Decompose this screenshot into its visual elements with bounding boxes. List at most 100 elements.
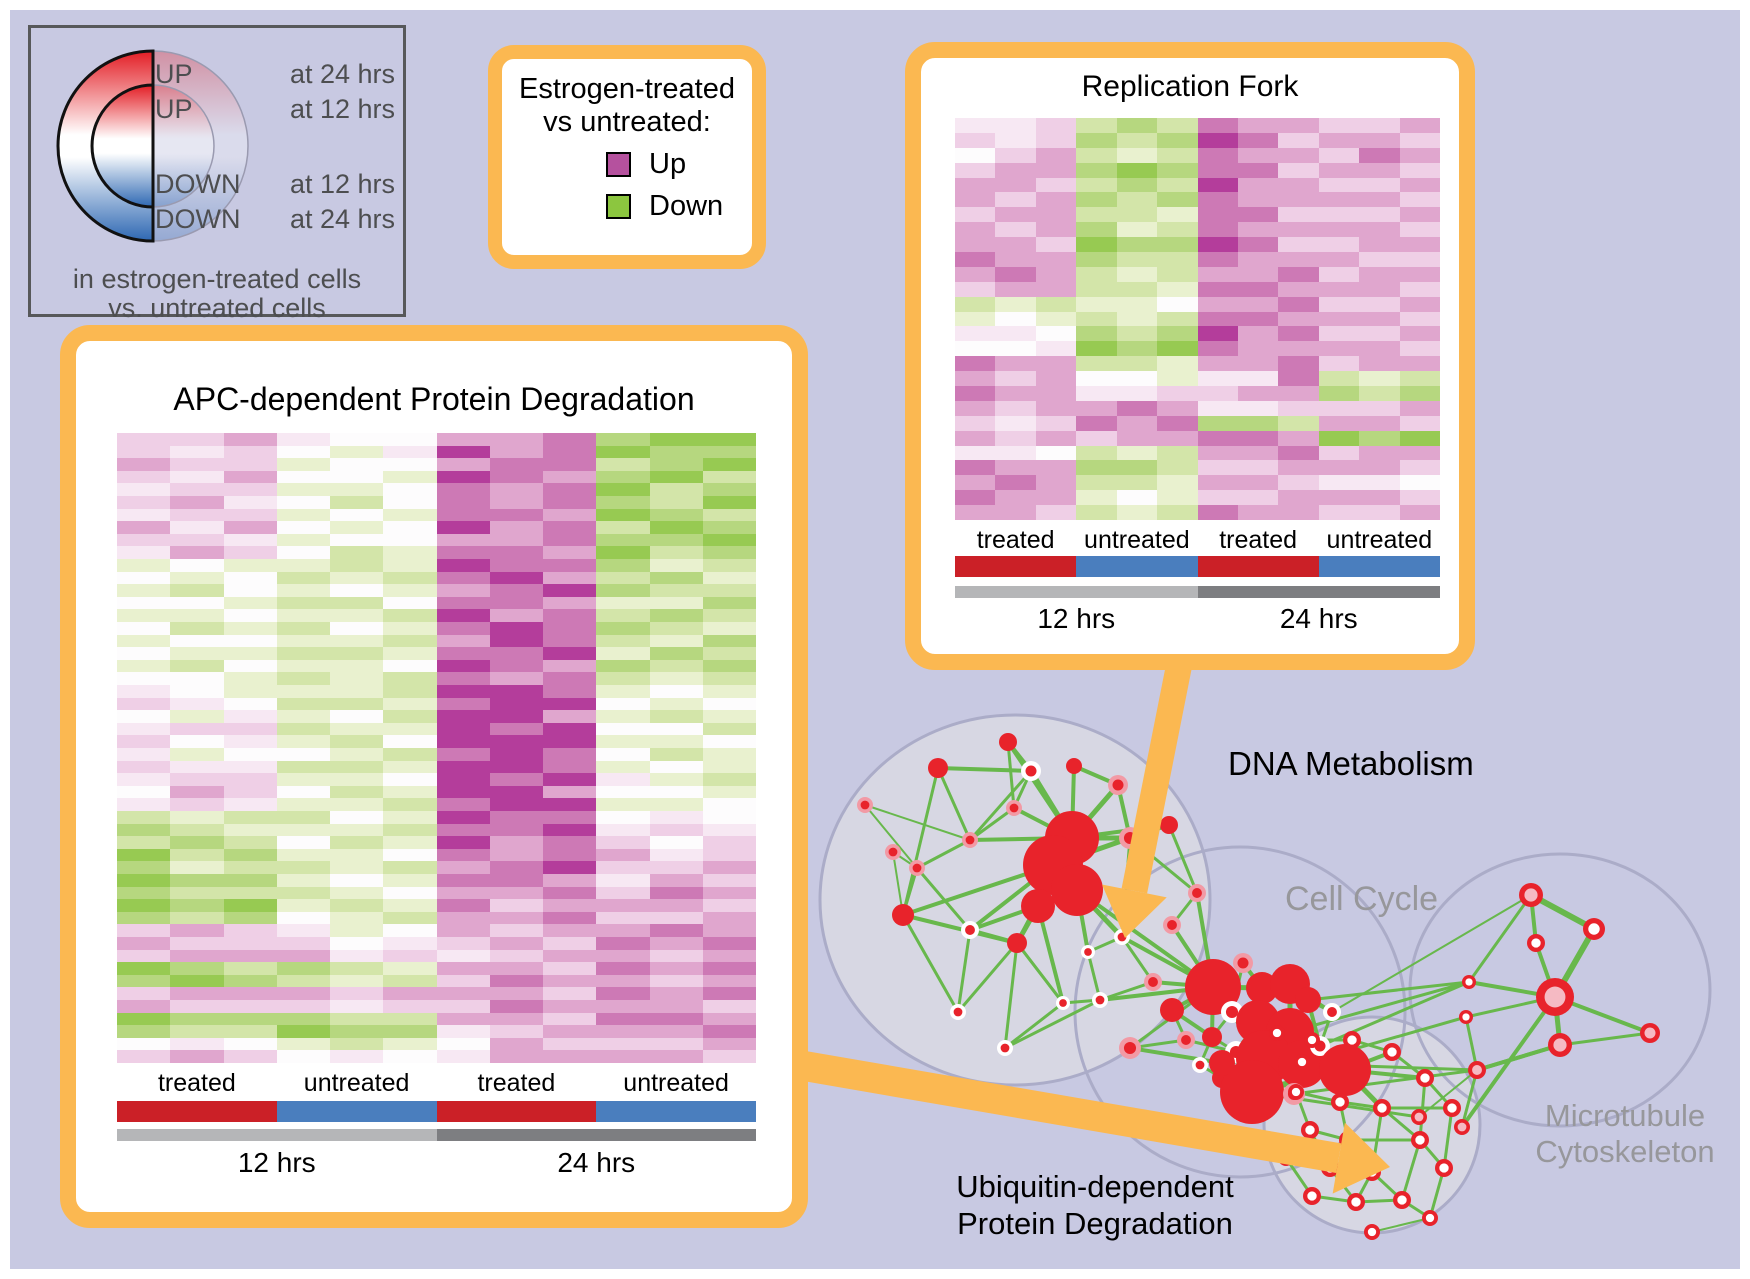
heatmap-cell: [1197, 252, 1238, 267]
heatmap-cell: [489, 559, 543, 572]
heatmap-cell: [543, 433, 597, 446]
heatmap-cell: [543, 987, 597, 1000]
heatmap-cell: [649, 647, 703, 660]
heatmap-cell: [170, 886, 224, 900]
heatmap-cell: [117, 962, 171, 975]
heatmap-cell: [117, 546, 171, 559]
heatmap-cell: [596, 899, 650, 912]
heatmap-cell: [223, 609, 277, 622]
heatmap-cell: [649, 1025, 703, 1038]
heatmap-cell: [596, 546, 650, 559]
heatmap-cell: [1278, 162, 1319, 178]
heatmap-cell: [1116, 252, 1158, 267]
heatmap-cell: [1399, 192, 1440, 208]
heatmap-cell: [276, 811, 330, 824]
heatmap-cell: [1157, 177, 1198, 193]
updown-legend-title-line: Estrogen-treated: [518, 73, 735, 105]
heatmap-cell: [1359, 371, 1400, 386]
heatmap-cell: [1237, 296, 1279, 312]
heatmap-cell: [117, 874, 171, 887]
heatmap-cell: [223, 521, 277, 534]
heatmap-cell: [1157, 356, 1198, 372]
condition-bars: [955, 556, 1440, 577]
heatmap-cell: [276, 722, 330, 736]
heatmap-cell: [1197, 237, 1238, 252]
heatmap-cell: [543, 886, 597, 900]
heatmap-cell: [489, 433, 543, 446]
heatmap-cell: [276, 508, 330, 522]
heatmap-cell: [223, 798, 277, 811]
network-node-core: [1465, 978, 1473, 986]
heatmap-cell: [489, 1025, 543, 1038]
heatmap-cell: [330, 546, 384, 559]
heatmap-cell: [1359, 132, 1400, 148]
heatmap-cell: [1157, 118, 1198, 133]
heatmap-cell: [596, 433, 650, 446]
heatmap-cell: [117, 622, 171, 635]
heatmap-cell: [170, 647, 224, 660]
time-label-row: 12 hrs 24 hrs: [955, 603, 1440, 635]
network-edge: [915, 866, 972, 932]
heatmap-cell: [1116, 341, 1158, 357]
updown-legend-title-line: vs untreated:: [543, 106, 711, 138]
heatmap-cell: [543, 861, 597, 874]
heatmap-cell: [330, 848, 384, 862]
heatmap-cell: [955, 132, 996, 148]
heatmap-cell: [955, 147, 996, 163]
heatmap-cell: [170, 496, 224, 509]
heatmap-cell: [1035, 341, 1077, 357]
heatmap-cell: [649, 911, 703, 925]
network-node: [1202, 1027, 1222, 1047]
heatmap-cell: [170, 748, 224, 761]
group-label: untreated: [1326, 526, 1433, 554]
heatmap-cell: [1076, 281, 1117, 297]
heatmap-cell: [1359, 460, 1400, 476]
heatmap-cell: [1197, 162, 1238, 178]
network-node-core: [1367, 1227, 1377, 1237]
updown-legend-title: Estrogen-treated vs untreated:: [502, 73, 752, 139]
heatmap-cell: [1318, 147, 1360, 163]
heatmap-cell: [223, 785, 277, 799]
heatmap-cell: [649, 697, 703, 711]
network-edge: [936, 766, 972, 842]
network-node-core: [1297, 1057, 1307, 1067]
heatmap-cell: [436, 1037, 490, 1051]
heatmap-cell: [383, 445, 437, 459]
apc-heatmap: [117, 433, 756, 1063]
heatmap-cell: [1278, 207, 1319, 223]
heatmap-cell: [543, 533, 597, 547]
heatmap-cell: [596, 634, 650, 648]
heatmap-cell: [596, 760, 650, 774]
heatmap-cell: [649, 1050, 703, 1063]
heatmap-cell: [995, 445, 1036, 461]
heatmap-cell: [596, 748, 650, 761]
heatmap-cell: [596, 811, 650, 824]
heatmap-cell: [1035, 311, 1077, 327]
network-edge: [956, 941, 1019, 1014]
heatmap-cell: [543, 823, 597, 837]
heatmap-cell: [1278, 252, 1319, 267]
heatmap-cell: [436, 861, 490, 874]
heatmap-cell: [995, 475, 1036, 491]
gradient-rings-icon: [56, 49, 249, 243]
heatmap-cell: [489, 659, 543, 673]
heatmap-cell: [1237, 281, 1279, 297]
heatmap-cell: [543, 811, 597, 824]
heatmap-cell: [170, 458, 224, 471]
heatmap-cell: [1399, 490, 1440, 506]
heatmap-cell: [702, 722, 756, 736]
network-node-core: [1095, 995, 1105, 1005]
heatmap-cell: [436, 735, 490, 748]
heatmap-cell: [489, 949, 543, 963]
heatmap-cell: [649, 659, 703, 673]
heatmap-cell: [995, 296, 1036, 312]
heatmap-cell: [702, 533, 756, 547]
network-edge: [1086, 950, 1102, 1002]
heatmap-cell: [436, 685, 490, 698]
legend-item-label: Up: [649, 148, 687, 180]
heatmap-cell: [117, 685, 171, 698]
heatmap-cell: [170, 811, 224, 824]
heatmap-cell: [1116, 386, 1158, 401]
group-label: untreated: [303, 1069, 410, 1097]
heatmap-cell: [1157, 505, 1198, 520]
